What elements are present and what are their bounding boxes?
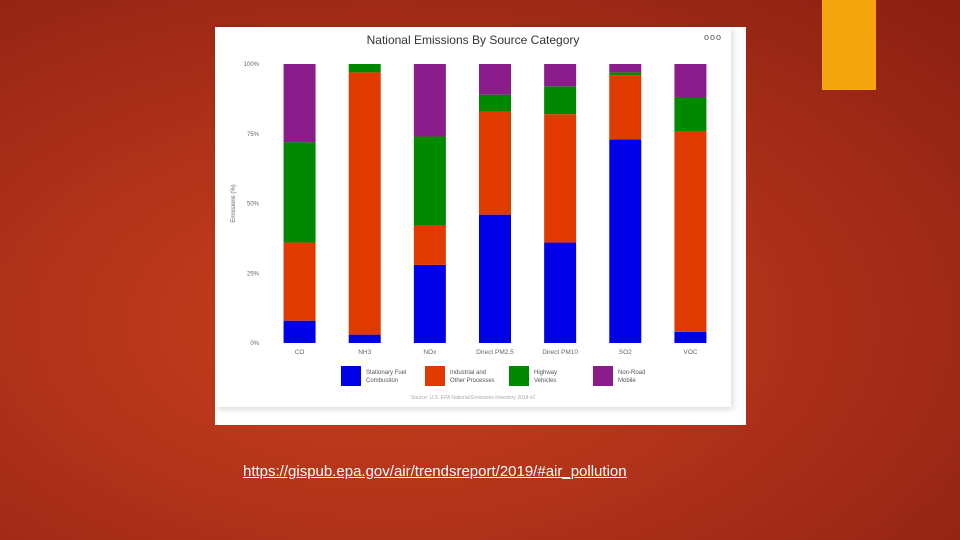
y-tick-label: 100% [244,62,260,68]
bar-segment [348,72,381,335]
bar-segment [479,64,511,95]
legend-swatch [509,366,529,386]
legend-label: Stationary Fuel Combustion [366,370,406,384]
bar-segment [479,111,511,215]
y-tick-label: 25% [247,271,260,277]
bar-segment [413,225,446,265]
y-tick-label: 0% [250,341,259,347]
bar-segment [348,334,381,343]
bar-segment [479,94,511,112]
bar-segment [609,139,642,343]
x-tick-label: Direct PM2.5 [476,349,514,356]
bar-segment [609,64,642,73]
legend-swatch [425,366,445,386]
x-tick-label: Direct PM10 [542,349,578,356]
legend-label: Industrial and Other Processes [450,370,495,384]
bar-segment [674,130,707,332]
legend-label: Highway Vehicles [534,370,557,384]
bar-segment [283,64,316,143]
bar-segment [413,264,446,343]
bar-segment [544,86,577,115]
bar-segment [544,114,577,243]
bar-segment [413,136,446,226]
y-tick-label: 75% [247,132,260,138]
bar-segment [544,64,577,87]
bar-segment [674,331,707,343]
bar-segment [609,72,642,76]
x-tick-label: NOx [423,349,437,356]
legend-label: Non-Road Mobile [618,370,645,384]
chart-title: National Emissions By Source Category [366,33,580,47]
bar-segment [674,97,707,131]
bar-segment [674,64,707,98]
accent-block [822,0,876,90]
x-tick-label: CO [295,349,305,356]
chart-image: 0% 25% 50% 75% 100% Emissions (%) CO NH3 NOx Dire… [215,27,746,425]
bar-segment [609,75,642,140]
x-tick-label: SO2 [619,349,632,356]
bar-segment [348,64,381,73]
bar-segment [479,214,511,343]
source-link[interactable]: https://gispub.epa.gov/air/trendsreport/… [243,463,627,480]
x-tick-label: VOC [683,349,697,356]
bar-segment [283,320,316,343]
chart-card: 0% 25% 50% 75% 100% Emissions (%) CO NH3 NOx Dire… [215,27,731,407]
bar-segment [413,64,446,137]
stacked-bar-chart: 0% 25% 50% 75% 100% Emissions (%) CO NH3 NOx Dire… [231,62,707,401]
y-tick-label: 50% [247,202,260,208]
source-note: Source: U.S. EPA National Emissions Inve… [411,395,535,401]
legend-swatch [341,366,361,386]
legend-swatch [593,366,613,386]
bar-segment [283,142,316,243]
y-axis-label: Emissions (%) [231,184,237,222]
ellipsis-icon[interactable]: ooo [704,32,723,42]
bar-segment [283,242,316,321]
bar-segment [544,242,577,343]
x-tick-label: NH3 [358,349,371,356]
